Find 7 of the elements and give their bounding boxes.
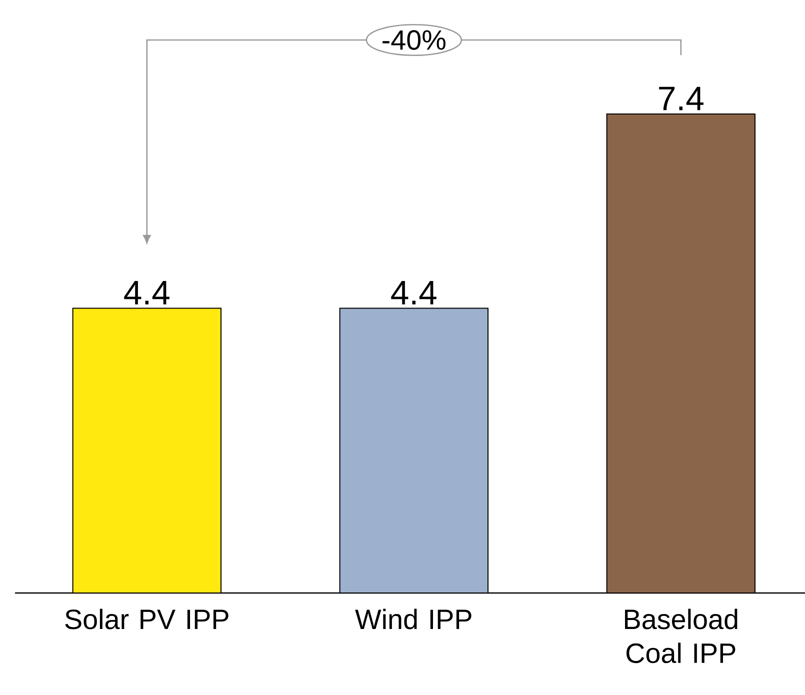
data-label: 4.4 [124, 281, 170, 304]
x-tick-label: Solar PV IPP [65, 608, 228, 630]
text: -40% [382, 30, 446, 50]
x-tick-label: Wind IPP [355, 608, 472, 630]
data-label: 4.4 [391, 281, 436, 304]
data-label: 7.4 [659, 86, 704, 110]
x-tick-label: Baseload Coal IPP [625, 608, 738, 664]
